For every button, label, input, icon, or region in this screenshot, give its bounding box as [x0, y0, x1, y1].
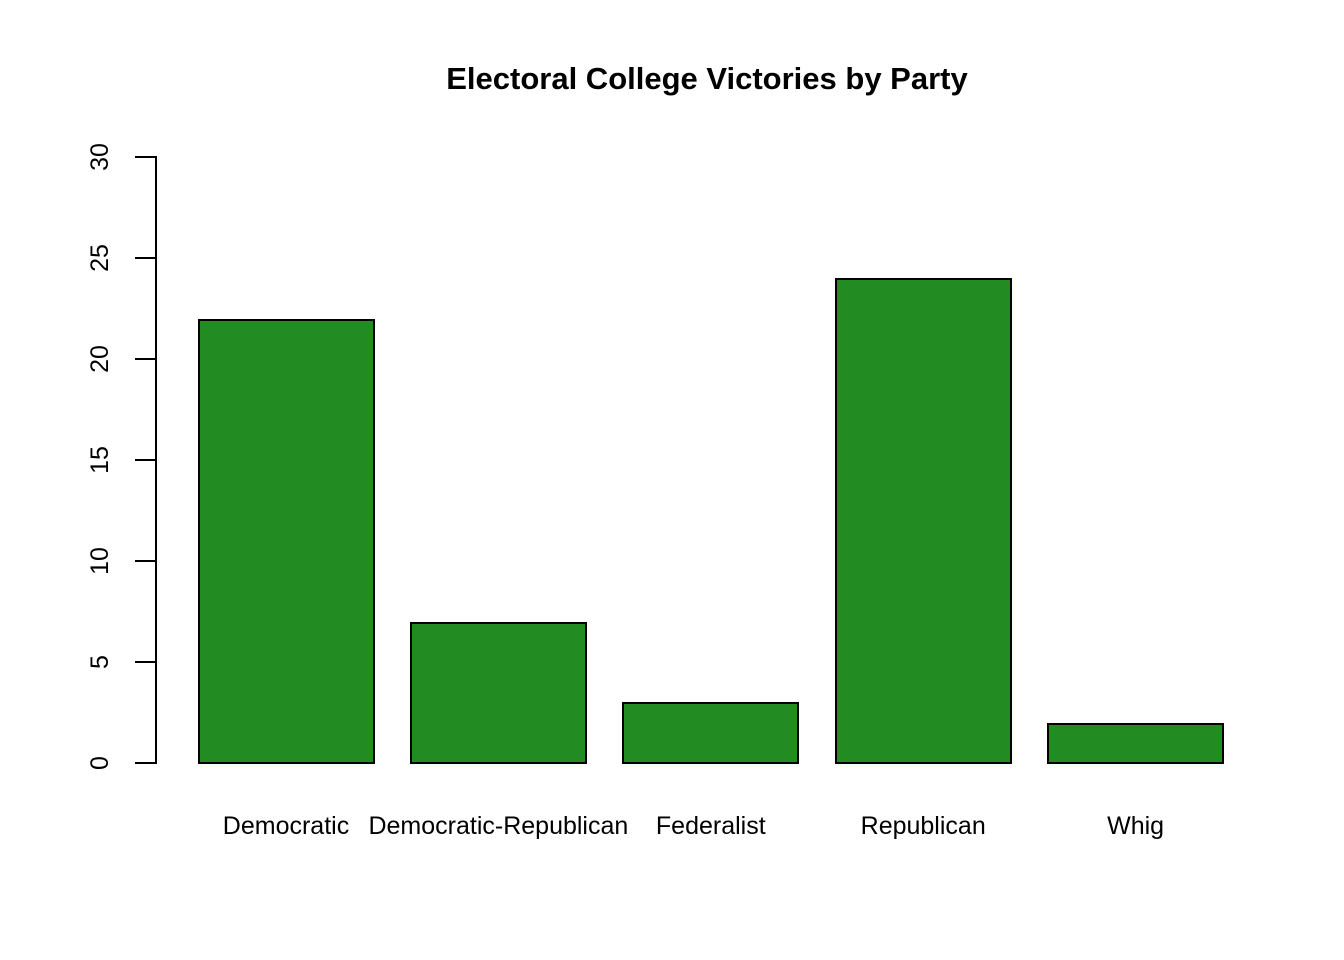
y-axis-tick — [135, 257, 155, 259]
y-tick-label: 30 — [85, 143, 114, 171]
y-axis-tick — [135, 661, 155, 663]
bar-republican — [834, 278, 1012, 764]
y-axis-line — [155, 156, 157, 764]
x-tick-label: Republican — [860, 812, 986, 840]
x-tick-label: Democratic — [222, 812, 350, 840]
y-tick-label: 15 — [85, 446, 114, 474]
y-axis-tick — [135, 459, 155, 461]
bar-democratic — [197, 318, 375, 764]
bar-federalist — [622, 702, 800, 764]
y-tick-label: 20 — [85, 345, 114, 373]
bar-democratic-republican — [409, 621, 587, 764]
y-tick-label: 10 — [85, 547, 114, 575]
y-axis-tick — [135, 762, 155, 764]
x-tick-label: Federalist — [655, 812, 766, 840]
y-axis-tick — [135, 358, 155, 360]
y-tick-label: 25 — [85, 244, 114, 272]
x-tick-label: Whig — [1107, 812, 1165, 840]
y-axis-tick — [135, 156, 155, 158]
chart-title: Electoral College Victories by Party — [446, 61, 968, 96]
y-tick-label: 0 — [85, 756, 114, 770]
y-tick-label: 5 — [85, 655, 114, 669]
x-tick-label: Democratic-Republican — [368, 812, 629, 840]
bar-whig — [1047, 722, 1225, 764]
y-axis-tick — [135, 560, 155, 562]
